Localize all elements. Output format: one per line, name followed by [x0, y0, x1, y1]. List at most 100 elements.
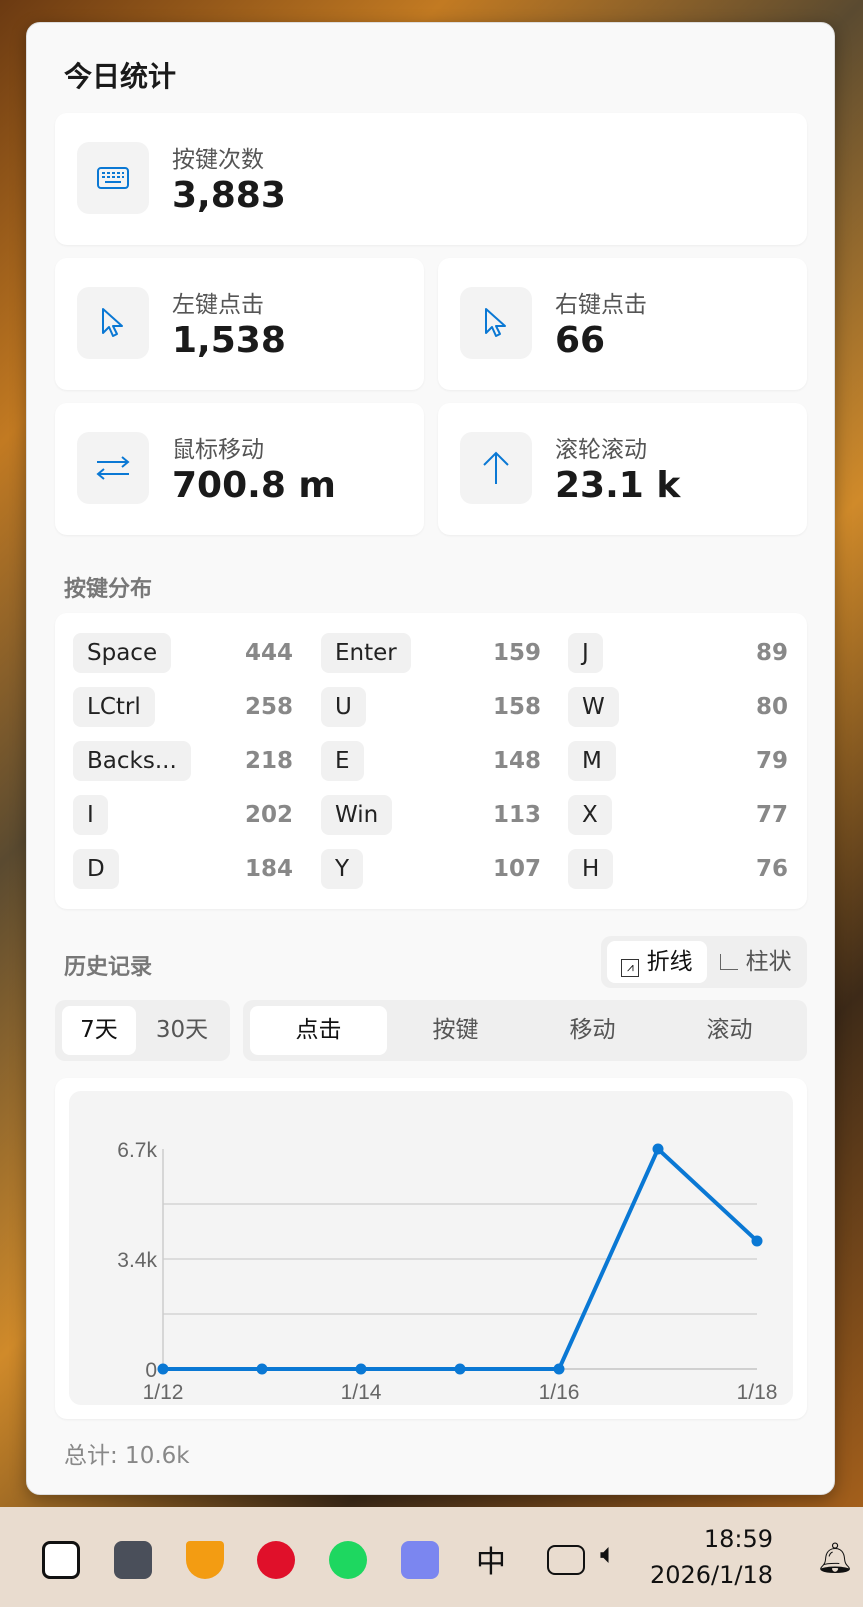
x-tick-label: 1/18 [737, 1381, 778, 1404]
stat-card-right-click: 右键点击 66 [438, 258, 807, 390]
chart-type-line[interactable]: ⩘ 折线 [607, 941, 707, 983]
key-count: 89 [755, 640, 788, 666]
y-tick-label: 3.4k [117, 1249, 157, 1272]
y-tick-label: 6.7k [117, 1139, 157, 1162]
y-tick-label: 0 [145, 1359, 157, 1382]
key-name: D [73, 849, 119, 889]
stat-value: 23.1 k [555, 465, 681, 506]
key-count: 80 [755, 694, 788, 720]
tab-scroll[interactable]: 滚动 [706, 1017, 753, 1043]
stat-value: 1,538 [172, 320, 286, 361]
key-count: 258 [244, 694, 293, 720]
assistant-tray-icon[interactable] [401, 1541, 439, 1579]
key-distribution-card: Space 444 Enter 159 J 89 LCtrl 258 U 158 W 80 Backs.… [55, 613, 807, 909]
clock-date: 2026/1/18 [649, 1561, 773, 1589]
range-toggle: 7天 30天 [55, 1000, 230, 1061]
clock-time: 18:59 [703, 1525, 773, 1553]
key-name: LCtrl [73, 687, 155, 727]
data-point [355, 1363, 367, 1375]
security-shield-tray-icon[interactable] [186, 1541, 224, 1579]
data-point [256, 1363, 268, 1375]
key-name: Enter [321, 633, 411, 673]
tab-move[interactable]: 移动 [569, 1017, 616, 1043]
cursor-icon [460, 287, 532, 359]
key-name: J [568, 633, 603, 673]
history-total: 总计: 10.6k [64, 1443, 190, 1469]
panel-title: 今日统计 [64, 60, 177, 93]
network-icon[interactable] [547, 1545, 585, 1575]
key-distribution-title: 按键分布 [64, 577, 153, 602]
keyboard-icon [77, 142, 149, 214]
volume-icon[interactable]: 🔈︎ [600, 1537, 617, 1570]
spotify-tray-icon[interactable] [329, 1541, 367, 1579]
key-name: I [73, 795, 108, 835]
stat-value: 3,883 [172, 175, 286, 216]
key-name: Space [73, 633, 172, 673]
settings-tray-icon[interactable] [42, 1541, 80, 1579]
data-point [454, 1363, 466, 1375]
chart-type-label: 折线 [646, 949, 693, 975]
line-chart-icon: ⩘ [621, 959, 640, 977]
key-count: 79 [755, 748, 788, 774]
data-point [157, 1363, 169, 1375]
chart-type-bar[interactable]: 柱状 [709, 941, 803, 983]
stat-label: 左键点击 [172, 292, 264, 318]
history-title: 历史记录 [64, 955, 153, 980]
key-count: 76 [755, 856, 788, 882]
clock[interactable]: 18:59 2026/1/18 [650, 1525, 773, 1589]
stats-panel: 今日统计 按键次数 3,883 左键点击 1,538 右键点击 66 鼠标移动 … [26, 22, 835, 1495]
stat-label: 按键次数 [172, 147, 264, 173]
riot-tray-icon[interactable] [257, 1541, 295, 1579]
notification-bell-icon[interactable]: 🔔︎ [816, 1541, 855, 1576]
key-name: E [321, 741, 364, 781]
stat-value: 700.8 m [172, 465, 336, 506]
stat-label: 滚轮滚动 [555, 437, 647, 463]
arrow-up-icon [460, 432, 532, 504]
data-point [553, 1363, 565, 1375]
stat-card-scroll: 滚轮滚动 23.1 k [438, 403, 807, 535]
line-chart: 0 3.4k 6.7k 1/12 1/14 1/16 1/18 [69, 1091, 793, 1405]
stat-label: 右键点击 [555, 292, 647, 318]
key-name: W [568, 687, 619, 727]
key-name: M [568, 741, 616, 781]
tab-clicks[interactable]: 点击 [250, 1006, 387, 1055]
key-count: 218 [244, 748, 293, 774]
key-name: Win [321, 795, 393, 835]
key-name: U [321, 687, 366, 727]
range-7d[interactable]: 7天 [62, 1006, 136, 1055]
key-name: Backs... [73, 741, 191, 781]
key-count: 113 [492, 802, 541, 828]
cursor-icon [77, 287, 149, 359]
tab-keys[interactable]: 按键 [432, 1017, 479, 1043]
arrows-swap-icon [77, 432, 149, 504]
key-count: 77 [755, 802, 788, 828]
taskbar: 中 🔈︎ 18:59 2026/1/18 🔔︎ [0, 1507, 863, 1607]
metric-tabs: 点击 按键 移动 滚动 [243, 1000, 807, 1061]
stat-card-keys: 按键次数 3,883 [55, 113, 807, 245]
key-name: Y [321, 849, 364, 889]
key-name: H [568, 849, 614, 889]
key-name: X [568, 795, 612, 835]
stat-label: 鼠标移动 [172, 437, 264, 463]
ime-indicator[interactable]: 中 [476, 1545, 506, 1580]
chart-type-label: 柱状 [745, 949, 792, 975]
data-point [751, 1235, 763, 1247]
x-tick-label: 1/12 [143, 1381, 184, 1404]
key-count: 184 [244, 856, 293, 882]
x-tick-label: 1/14 [341, 1381, 382, 1404]
key-count: 202 [244, 802, 293, 828]
stat-value: 66 [555, 320, 606, 361]
chart-type-toggle: ⩘ 折线 柱状 [601, 936, 807, 988]
key-count: 148 [492, 748, 541, 774]
key-count: 158 [492, 694, 541, 720]
data-point [652, 1143, 664, 1155]
key-count: 159 [492, 640, 541, 666]
key-count: 444 [244, 640, 293, 666]
x-tick-label: 1/16 [539, 1381, 580, 1404]
area-chart-icon [720, 954, 739, 970]
key-count: 107 [492, 856, 541, 882]
cat-app-tray-icon[interactable] [114, 1541, 152, 1579]
stat-card-left-click: 左键点击 1,538 [55, 258, 424, 390]
chart-card: 0 3.4k 6.7k 1/12 1/14 1/16 1/18 [55, 1078, 807, 1419]
range-30d[interactable]: 30天 [155, 1017, 209, 1043]
